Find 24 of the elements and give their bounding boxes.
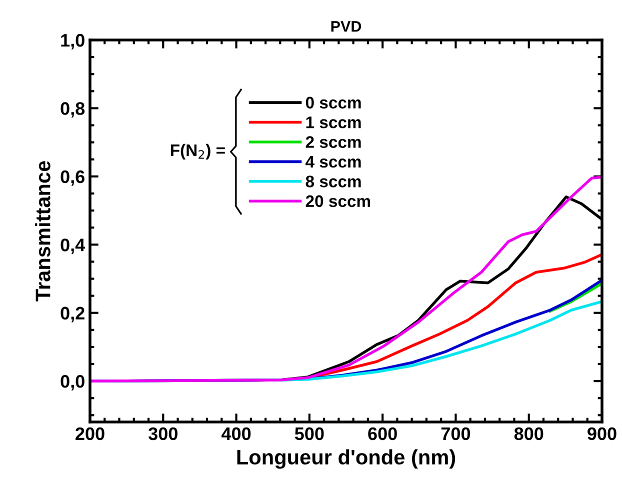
x-tick-label: 600 — [368, 427, 397, 440]
x-tick-label: 200 — [76, 427, 104, 440]
y-tick-label: 0,6 — [60, 170, 84, 186]
y-tick-label: 0,0 — [60, 375, 84, 390]
y-tick-label: 0,2 — [60, 306, 84, 322]
legend-label: 8 sccm — [306, 176, 361, 188]
x-tick-label: 300 — [148, 427, 178, 440]
x-tick-label: 700 — [441, 427, 470, 440]
x-tick-label: 800 — [514, 427, 544, 440]
x-axis-title: Longueur d'onde (nm) — [237, 449, 456, 469]
x-tick-label: 500 — [294, 427, 324, 440]
y-tick-label: 0,8 — [60, 102, 85, 118]
x-tick-label: 400 — [222, 427, 251, 440]
y-tick-label: 1,0 — [61, 34, 84, 50]
legend-title: F(N$_{2}$) = — [170, 144, 225, 160]
y-axis-title: Transmittance — [35, 161, 50, 302]
legend-label: 0 sccm — [306, 96, 361, 109]
legend-label: 2 sccm — [306, 136, 361, 148]
chart-title: PVD — [331, 21, 362, 32]
y-tick-label: 0,4 — [60, 238, 86, 254]
legend-label: 4 sccm — [306, 156, 361, 168]
legend-label: 1 sccm — [306, 116, 361, 128]
legend-label: 20 sccm — [306, 195, 370, 208]
x-tick-label: 900 — [588, 427, 616, 440]
